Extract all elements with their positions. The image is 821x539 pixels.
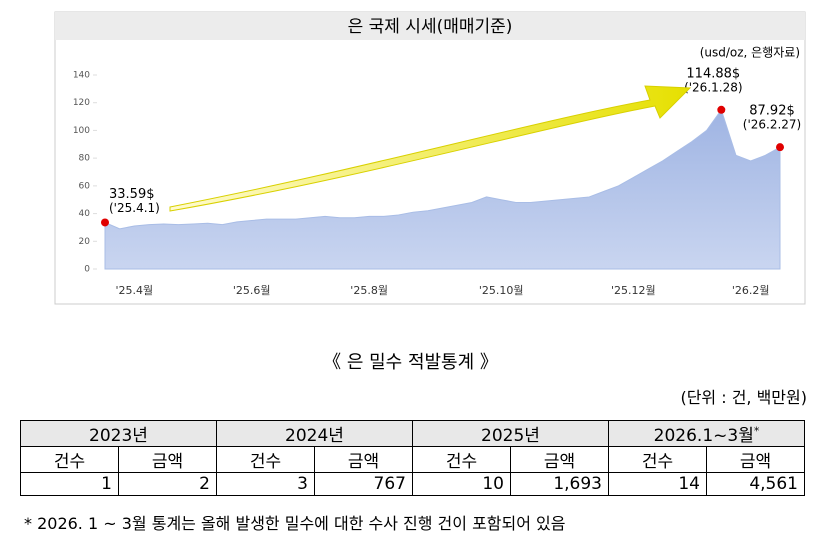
cell: 2 (118, 472, 217, 496)
x-tick-label: '25.8월 (350, 284, 388, 297)
point-marker (717, 105, 726, 114)
sub-header: 건수 (20, 446, 119, 473)
point-marker (776, 143, 784, 152)
y-tick-label: 60 (79, 181, 91, 191)
sub-header: 금액 (706, 446, 805, 473)
sub-header: 금액 (314, 446, 413, 473)
date-label: ('26.2.27) (743, 118, 801, 132)
x-tick-label: '26.2월 (732, 284, 770, 297)
date-label: ('26.1.28) (684, 80, 742, 94)
date-label: ('25.4.1) (109, 201, 160, 215)
year-mark: * (753, 424, 760, 438)
year-header: 2023년 (20, 420, 217, 447)
year-header: 2024년 (216, 420, 413, 447)
sub-header: 건수 (412, 446, 511, 473)
title-bar (55, 12, 805, 40)
x-tick-label: '25.6월 (233, 284, 271, 297)
value-label: 87.92$ (749, 104, 795, 119)
trend-arrow (169, 85, 692, 212)
sub-header: 건수 (216, 446, 315, 473)
value-label: 33.59$ (109, 187, 155, 202)
y-tick-label: 140 (73, 71, 90, 81)
chart-title: 은 국제 시세(매매기준) (348, 17, 513, 37)
y-tick-label: 20 (79, 237, 91, 247)
year-header: 2026.1~3월* (608, 420, 805, 447)
y-tick-label: 0 (84, 265, 90, 275)
cell: 1,693 (510, 472, 609, 496)
unit-note: (usd/oz, 은행자료) (700, 45, 800, 60)
y-tick-label: 100 (73, 126, 90, 136)
cell: 4,561 (706, 472, 805, 496)
stats-table: 2023년 2024년 2025년 2026.1~3월* 건수 금액 건수 금액 건수 금액 건수… (20, 420, 805, 496)
sub-header: 금액 (118, 446, 217, 473)
x-tick-label: '25.10월 (479, 284, 524, 297)
value-label: 114.88$ (686, 66, 740, 81)
x-tick-label: '25.4월 (116, 284, 154, 297)
footnote: * 2026. 1 ~ 3월 통계는 올해 발생한 밀수에 대한 수사 진행 건… (24, 514, 566, 533)
y-tick-label: 80 (79, 154, 91, 164)
x-tick-label: '25.12월 (611, 284, 656, 297)
year-header: 2025년 (412, 420, 609, 447)
area (104, 108, 781, 270)
cell: 3 (216, 472, 315, 496)
sub-header: 금액 (510, 446, 609, 473)
chart: 은 국제 시세(매매기준) (usd/oz, 은행자료) 0 20 40 60 80 10… (54, 11, 806, 305)
y-tick-label: 40 (79, 209, 91, 219)
cell: 1 (20, 472, 119, 496)
cell: 767 (314, 472, 413, 496)
cell: 10 (412, 472, 511, 496)
point-marker (101, 218, 109, 227)
y-tick-label: 120 (73, 98, 90, 108)
sub-header: 건수 (608, 446, 707, 473)
cell: 14 (608, 472, 707, 496)
table-title: 《 은 밀수 적발통계 》 (323, 352, 498, 373)
table-unit: (단위 : 건, 백만원) (680, 388, 807, 407)
